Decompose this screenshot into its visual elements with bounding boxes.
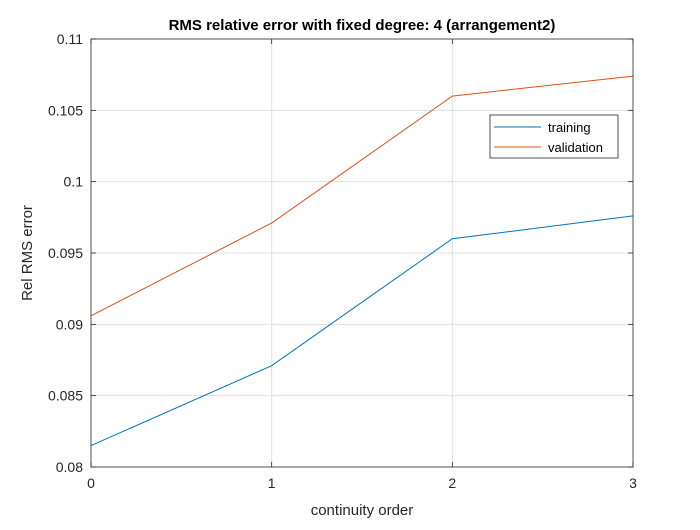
- y-tick-label: 0.11: [57, 31, 83, 47]
- x-tick-label: 2: [448, 475, 456, 491]
- y-axis-label: Rel RMS error: [19, 205, 36, 301]
- x-tick-label: 0: [87, 475, 95, 491]
- ticks: [90, 38, 634, 468]
- legend-label-validation: validation: [548, 140, 603, 155]
- tick-labels: 0 1 2 3 0.08 0.085 0.09 0.095 0.1 0.105 0.11: [48, 31, 637, 491]
- legend-label-training: training: [548, 120, 591, 135]
- y-tick-label: 0.1: [64, 174, 84, 190]
- y-tick-label: 0.105: [48, 102, 83, 118]
- x-tick-label: 1: [268, 475, 276, 491]
- y-tick-label: 0.08: [56, 459, 83, 475]
- grid: [91, 39, 633, 467]
- y-tick-label: 0.09: [56, 316, 83, 332]
- series-line-validation: [90, 75, 634, 317]
- legend-box: [489, 114, 619, 159]
- x-tick-label: 3: [629, 475, 637, 491]
- series-line-training: [90, 215, 634, 447]
- y-tick-label: 0.095: [48, 245, 83, 261]
- series-layer: [90, 75, 634, 447]
- legend: training validation: [489, 114, 619, 159]
- x-axis-label: continuity order: [311, 502, 414, 519]
- chart-title: RMS relative error with fixed degree: 4 …: [169, 17, 556, 34]
- y-tick-label: 0.085: [48, 388, 83, 404]
